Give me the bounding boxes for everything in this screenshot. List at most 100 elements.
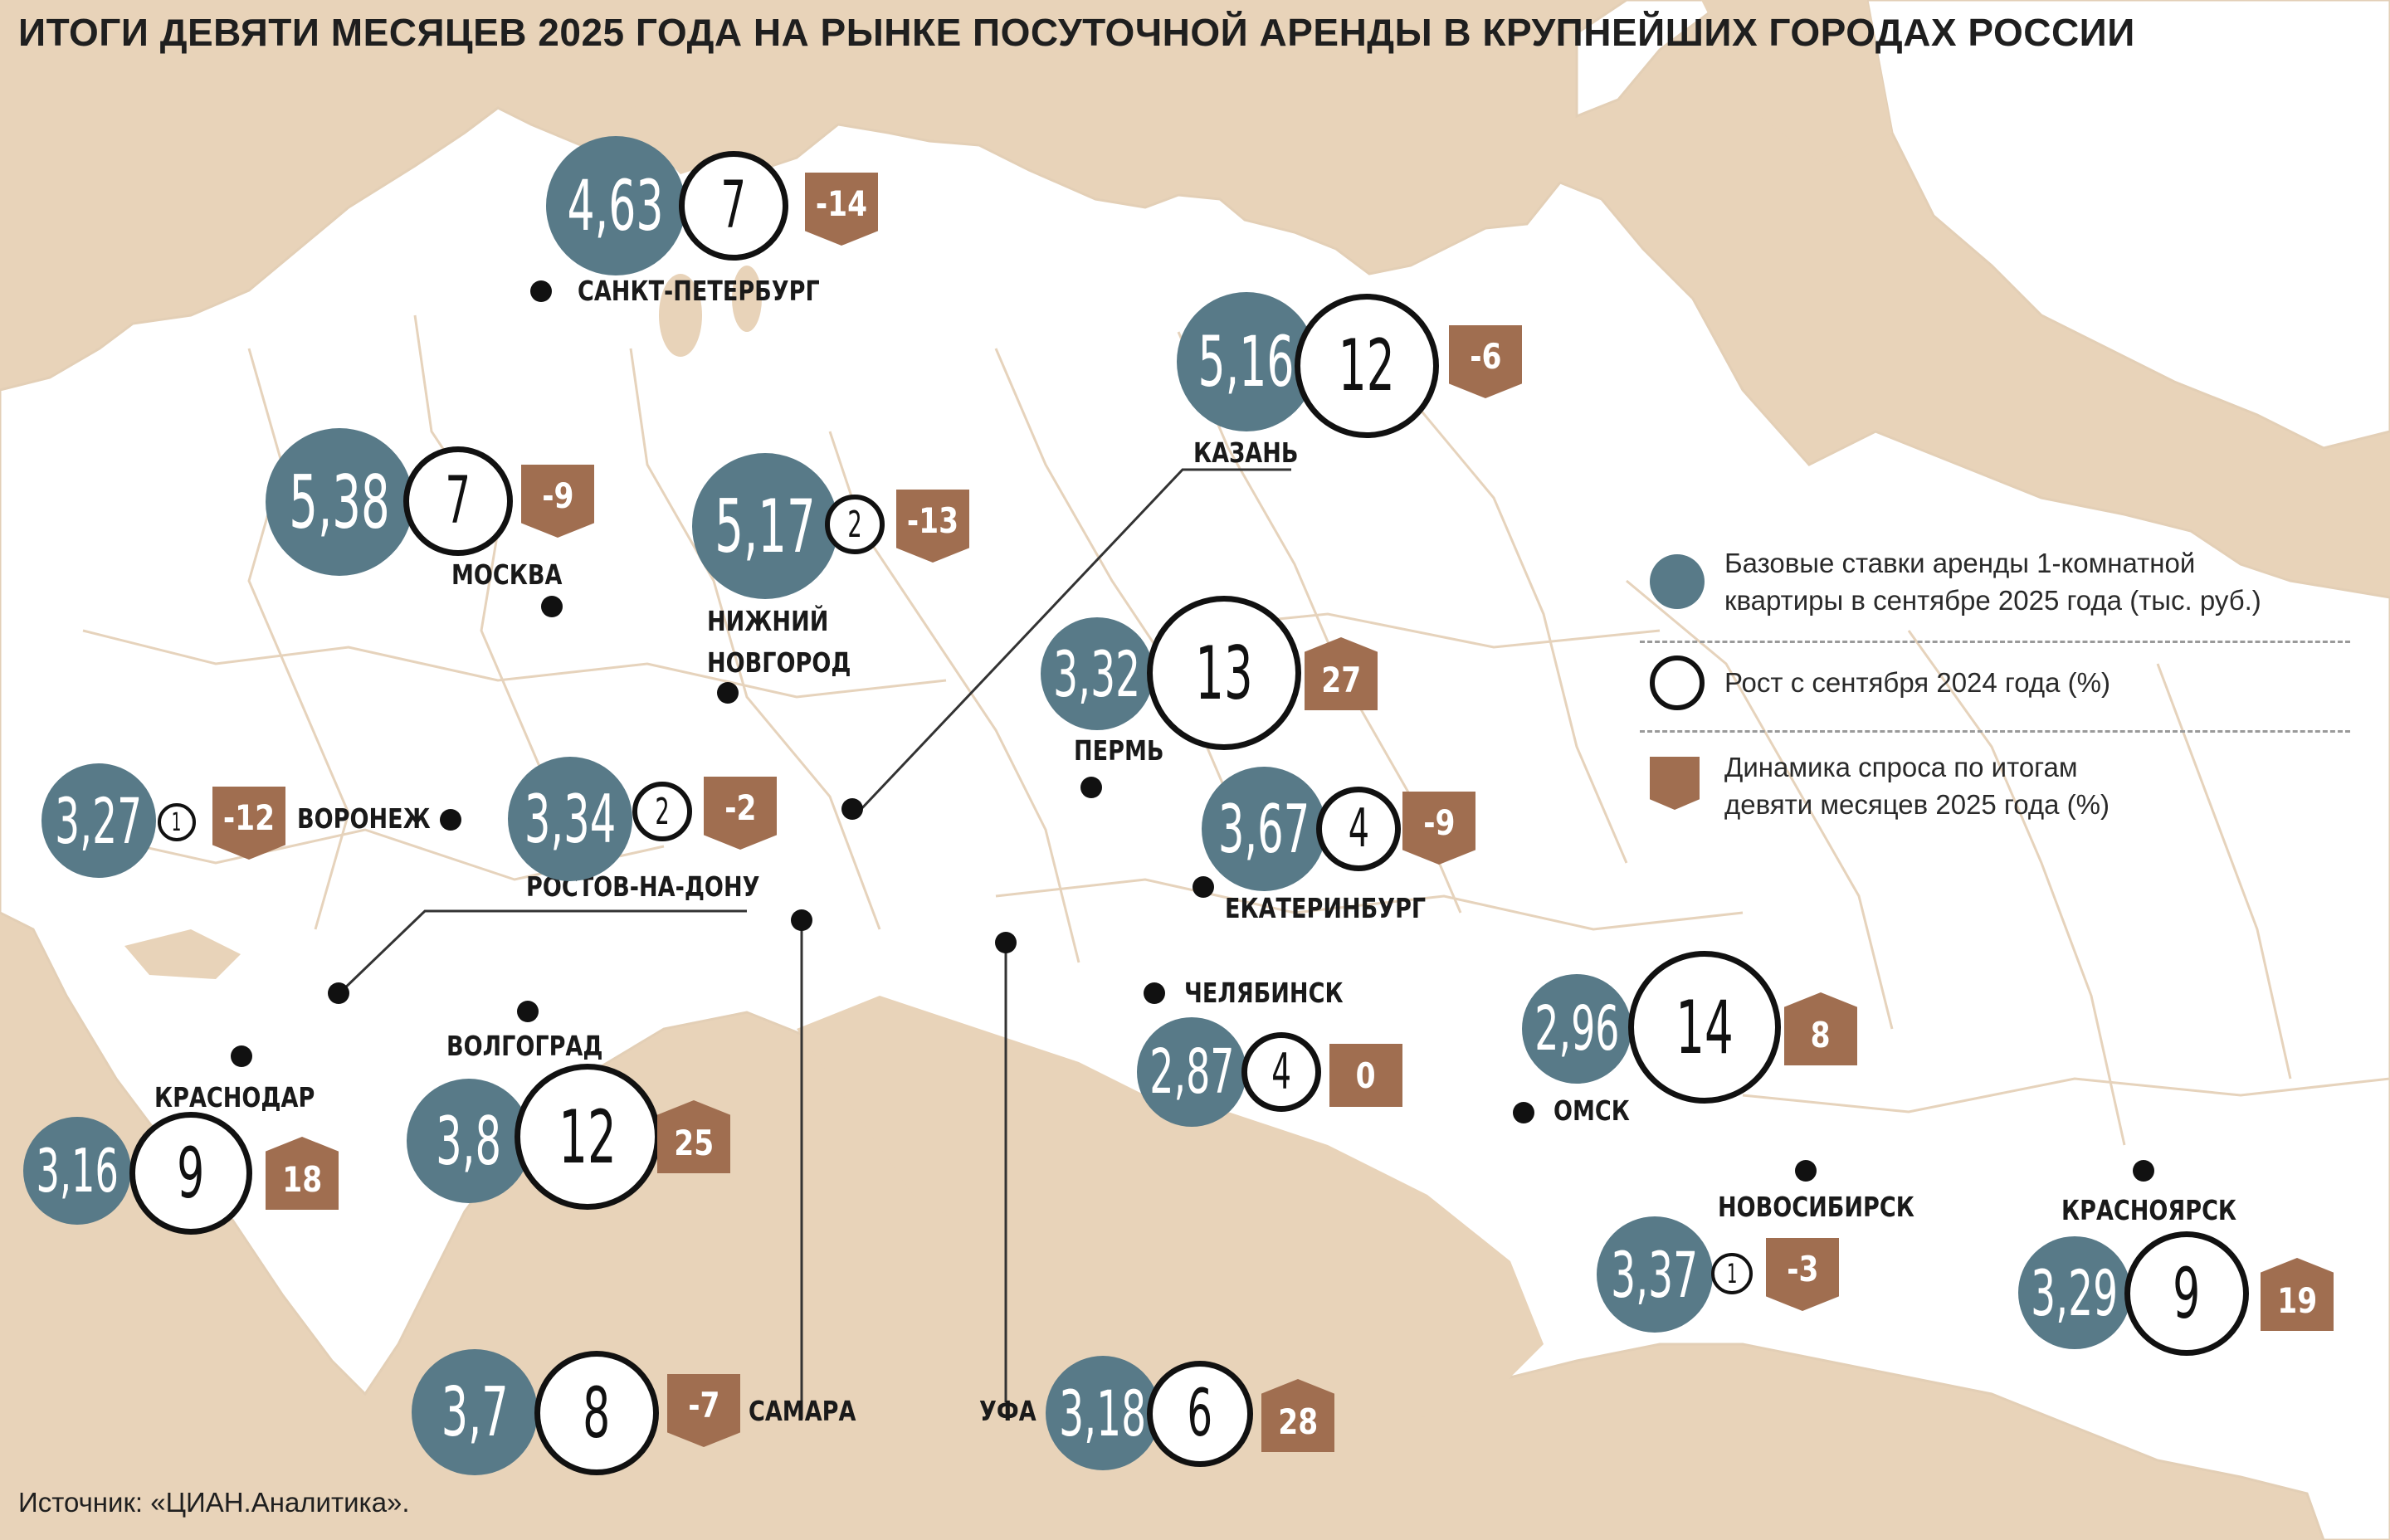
demand-badge-kazan: -6 xyxy=(1449,325,1522,398)
city-dot-omsk xyxy=(1513,1102,1534,1123)
legend-divider xyxy=(1640,730,2350,733)
rate-circle-krasnodar: 3,16 xyxy=(23,1117,131,1225)
growth-ring-krasnodar: 9 xyxy=(129,1112,252,1235)
growth-ring-spb: 7 xyxy=(679,151,788,261)
demand-badge-omsk: 8 xyxy=(1784,992,1857,1065)
rate-circle-moscow: 5,38 xyxy=(266,428,413,576)
demand-badge-voronezh: -12 xyxy=(212,787,285,860)
city-dot-novosibirsk xyxy=(1795,1160,1817,1182)
growth-ring-chelyabinsk: 4 xyxy=(1241,1032,1321,1112)
demand-badge-rostov: -2 xyxy=(704,777,777,850)
growth-ring-ufa: 6 xyxy=(1147,1361,1253,1467)
demand-badge-perm: 27 xyxy=(1305,637,1378,710)
taimyr-coast xyxy=(1866,0,2390,450)
rate-circle-omsk: 2,96 xyxy=(1522,974,1632,1084)
demand-badge-krasnoyarsk: 19 xyxy=(2261,1258,2334,1331)
growth-ring-rostov: 2 xyxy=(632,782,692,841)
city-label-nizhny-1: НИЖНИЙ xyxy=(707,605,829,637)
arctic-strip xyxy=(1701,0,1892,166)
city-label-perm: ПЕРМЬ xyxy=(1074,734,1164,767)
legend-rate-line2: квартиры в сентябре 2025 года (тыс. руб.… xyxy=(1724,585,2261,616)
city-dot-ufa xyxy=(995,932,1017,953)
rate-circle-ekaterinburg: 3,67 xyxy=(1202,767,1326,891)
demand-badge-novosibirsk: -3 xyxy=(1766,1238,1839,1311)
growth-ring-novosibirsk: 1 xyxy=(1711,1253,1753,1294)
rate-circle-volgograd: 3,8 xyxy=(407,1079,531,1203)
legend-demand-icon xyxy=(1650,757,1700,810)
rate-circle-nizhny: 5,17 xyxy=(692,453,838,599)
city-dot-krasnoyarsk xyxy=(2133,1160,2154,1182)
city-label-krasnodar: КРАСНОДАР xyxy=(154,1081,315,1114)
growth-ring-volgograd: 12 xyxy=(515,1064,661,1210)
rate-circle-rostov: 3,34 xyxy=(508,757,632,881)
growth-ring-moscow: 7 xyxy=(403,446,513,556)
growth-ring-ekaterinburg: 4 xyxy=(1316,787,1401,871)
city-label-moscow: МОСКВА xyxy=(451,558,563,591)
novaya-zemlya xyxy=(1575,0,1729,119)
city-dot-moscow xyxy=(541,596,563,617)
demand-badge-chelyabinsk: 0 xyxy=(1329,1044,1402,1107)
demand-badge-ekaterinburg: -9 xyxy=(1402,792,1475,865)
legend-growth-text: Рост с сентября 2024 года (%) xyxy=(1724,667,2110,698)
legend-demand-line1: Динамика спроса по итогам xyxy=(1724,752,2078,782)
city-dot-voronezh xyxy=(440,809,461,831)
onega-lake xyxy=(732,266,762,332)
city-dot-chelyabinsk xyxy=(1144,982,1165,1004)
growth-ring-omsk: 14 xyxy=(1628,951,1781,1104)
rate-circle-krasnoyarsk: 3,29 xyxy=(2018,1236,2131,1349)
legend-rate-icon xyxy=(1650,554,1705,609)
city-label-spb: САНКТ-ПЕТЕРБУРГ xyxy=(578,275,820,307)
city-dot-perm xyxy=(1080,777,1102,798)
azov-sea xyxy=(124,929,241,979)
city-dot-samara xyxy=(791,909,812,931)
city-label-kazan: КАЗАНЬ xyxy=(1193,436,1299,469)
rate-circle-samara: 3,7 xyxy=(412,1349,538,1475)
page-title: ИТОГИ ДЕВЯТИ МЕСЯЦЕВ 2025 ГОДА НА РЫНКЕ … xyxy=(18,11,2135,54)
city-label-ufa: УФА xyxy=(979,1395,1036,1427)
source-note: Источник: «ЦИАН.Аналитика». xyxy=(18,1487,410,1518)
city-label-voronezh: ВОРОНЕЖ xyxy=(297,802,431,835)
city-label-samara: САМАРА xyxy=(749,1395,856,1427)
kazan-leader xyxy=(857,468,1291,813)
rate-circle-novosibirsk: 3,37 xyxy=(1597,1216,1713,1333)
demand-badge-spb: -14 xyxy=(805,173,878,246)
city-dot-rostov xyxy=(328,982,349,1004)
rate-circle-ufa: 3,18 xyxy=(1046,1356,1160,1470)
rate-circle-kazan: 5,16 xyxy=(1177,292,1316,431)
legend-rate-text: Базовые ставки аренды 1-комнатной кварти… xyxy=(1724,544,2261,619)
growth-ring-nizhny: 2 xyxy=(825,495,885,554)
city-label-ekaterinburg: ЕКАТЕРИНБУРГ xyxy=(1225,892,1427,924)
rate-circle-voronezh: 3,27 xyxy=(41,763,156,878)
city-dot-krasnodar xyxy=(231,1045,252,1067)
growth-ring-voronezh: 1 xyxy=(158,803,196,841)
krasnodar-leader xyxy=(337,909,747,996)
city-label-nizhny-2: НОВГОРОД xyxy=(707,646,851,679)
legend-rate-line1: Базовые ставки аренды 1-комнатной xyxy=(1724,548,2196,578)
legend-demand-line2: девяти месяцев 2025 года (%) xyxy=(1724,789,2110,820)
leader-lines xyxy=(337,468,1291,1419)
legend-growth-icon xyxy=(1650,655,1705,710)
growth-ring-krasnoyarsk: 9 xyxy=(2124,1231,2249,1356)
growth-ring-samara: 8 xyxy=(534,1351,659,1475)
legend-divider xyxy=(1640,641,2350,643)
city-label-krasnoyarsk: КРАСНОЯРСК xyxy=(2061,1194,2237,1226)
city-dot-spb xyxy=(530,280,552,302)
growth-ring-kazan: 12 xyxy=(1295,294,1439,438)
demand-badge-moscow: -9 xyxy=(521,465,594,538)
city-label-volgograd: ВОЛГОГРАД xyxy=(446,1030,603,1062)
city-label-novosibirsk: НОВОСИБИРСК xyxy=(1718,1191,1914,1223)
city-label-omsk: ОМСК xyxy=(1554,1094,1630,1127)
demand-badge-ufa: 28 xyxy=(1261,1379,1334,1452)
city-dot-ekaterinburg xyxy=(1193,876,1214,898)
demand-badge-volgograd: 25 xyxy=(657,1100,730,1173)
growth-ring-perm: 13 xyxy=(1147,596,1301,750)
rate-circle-chelyabinsk: 2,87 xyxy=(1137,1017,1246,1127)
kazakhstan-region xyxy=(797,996,1544,1427)
legend-demand-text: Динамика спроса по итогам девяти месяцев… xyxy=(1724,748,2110,823)
city-dot-volgograd xyxy=(517,1001,539,1022)
city-label-chelyabinsk: ЧЕЛЯБИНСК xyxy=(1184,977,1344,1009)
demand-badge-samara: -7 xyxy=(667,1374,740,1447)
ladoga-lake xyxy=(659,274,702,357)
city-dot-kazan xyxy=(841,798,863,820)
